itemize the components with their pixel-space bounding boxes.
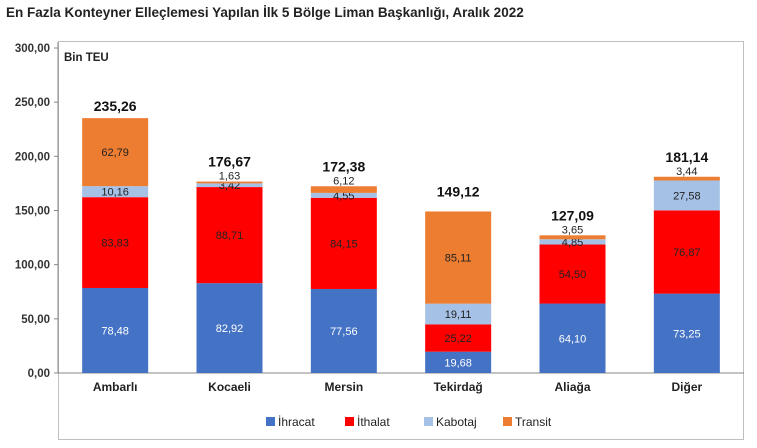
bar-segment bbox=[539, 235, 606, 240]
x-tick-label: Mersin bbox=[324, 380, 363, 394]
y-tick-label: 200,00 bbox=[15, 151, 50, 163]
total-label: 127,09 bbox=[551, 207, 594, 223]
bar-segment bbox=[653, 176, 720, 181]
bar-segment bbox=[82, 287, 149, 373]
total-label: 181,14 bbox=[665, 149, 708, 165]
x-tick-label: Tekirdağ bbox=[434, 380, 483, 394]
bar-segment bbox=[82, 186, 149, 198]
data-label: 76,87 bbox=[673, 247, 701, 259]
bar-segment bbox=[310, 186, 377, 193]
data-label: 83,83 bbox=[101, 238, 129, 250]
y-tick-label: 50,00 bbox=[21, 314, 50, 326]
y-tick-label: 300,00 bbox=[15, 43, 50, 55]
total-label: 172,38 bbox=[322, 158, 365, 174]
bar-segment bbox=[310, 288, 377, 373]
legend-label: Kabotaj bbox=[436, 415, 477, 429]
data-label: 3,44 bbox=[676, 166, 697, 178]
total-label: 235,26 bbox=[94, 98, 137, 114]
x-tick-label: Diğer bbox=[671, 380, 702, 394]
x-tick-label: Kocaeli bbox=[208, 380, 251, 394]
bar-segment bbox=[196, 181, 263, 184]
bar-segment bbox=[425, 303, 492, 325]
bar-segment bbox=[196, 187, 263, 284]
unit-label: Bin TEU bbox=[64, 52, 109, 64]
legend-swatch bbox=[345, 417, 354, 426]
bar-segment bbox=[425, 324, 492, 352]
y-tick-label: 0,00 bbox=[28, 368, 50, 380]
bar-segment bbox=[425, 211, 492, 304]
y-tick-label: 100,00 bbox=[15, 260, 50, 272]
data-label: 64,10 bbox=[559, 333, 587, 345]
y-tick-label: 150,00 bbox=[15, 206, 50, 218]
data-label: 1,63 bbox=[219, 171, 240, 183]
total-label: 176,67 bbox=[208, 154, 251, 170]
x-tick-label: Ambarlı bbox=[93, 380, 138, 394]
data-label: 10,16 bbox=[101, 187, 129, 199]
data-label: 54,50 bbox=[559, 269, 587, 281]
y-tick-label: 250,00 bbox=[15, 97, 50, 109]
data-label: 27,58 bbox=[673, 190, 701, 202]
bar-segment bbox=[425, 351, 492, 373]
data-label: 19,11 bbox=[445, 309, 472, 321]
data-label: 25,22 bbox=[444, 333, 472, 345]
data-label: 62,79 bbox=[101, 147, 129, 159]
data-label: 84,15 bbox=[330, 238, 358, 250]
legend-label: İthalat bbox=[357, 415, 390, 429]
data-label: 88,71 bbox=[216, 230, 244, 242]
bar-segment bbox=[196, 283, 263, 373]
data-label: 4,55 bbox=[333, 190, 354, 202]
bar-segment bbox=[539, 244, 606, 304]
data-label: 73,25 bbox=[673, 328, 701, 340]
bar-segment bbox=[653, 210, 720, 294]
data-label: 78,48 bbox=[101, 325, 129, 337]
legend-label: İhracat bbox=[278, 415, 315, 429]
bar-segment bbox=[196, 183, 263, 188]
chart-title: En Fazla Konteyner Elleçlemesi Yapılan İ… bbox=[6, 5, 524, 20]
data-label: 3,65 bbox=[562, 224, 583, 236]
total-label: 149,12 bbox=[437, 183, 480, 199]
data-label: 85,11 bbox=[445, 253, 472, 265]
bar-segment bbox=[539, 239, 606, 245]
data-label: 4,85 bbox=[562, 237, 583, 249]
bar-segment bbox=[653, 180, 720, 211]
data-label: 6,12 bbox=[333, 175, 354, 187]
bar-segment bbox=[82, 118, 149, 187]
data-label: 77,56 bbox=[330, 326, 358, 338]
legend-swatch bbox=[266, 417, 275, 426]
legend-swatch bbox=[503, 417, 512, 426]
legend-label: Transit bbox=[515, 415, 552, 429]
bar-segment bbox=[82, 197, 149, 288]
data-label: 19,68 bbox=[444, 357, 472, 369]
data-label: 82,92 bbox=[216, 323, 244, 335]
x-tick-label: Aliağa bbox=[554, 380, 590, 394]
bar-segment bbox=[310, 192, 377, 198]
legend-swatch bbox=[424, 417, 433, 426]
bar-segment bbox=[310, 197, 377, 289]
bar-segment bbox=[653, 293, 720, 373]
bar-segment bbox=[539, 303, 606, 373]
